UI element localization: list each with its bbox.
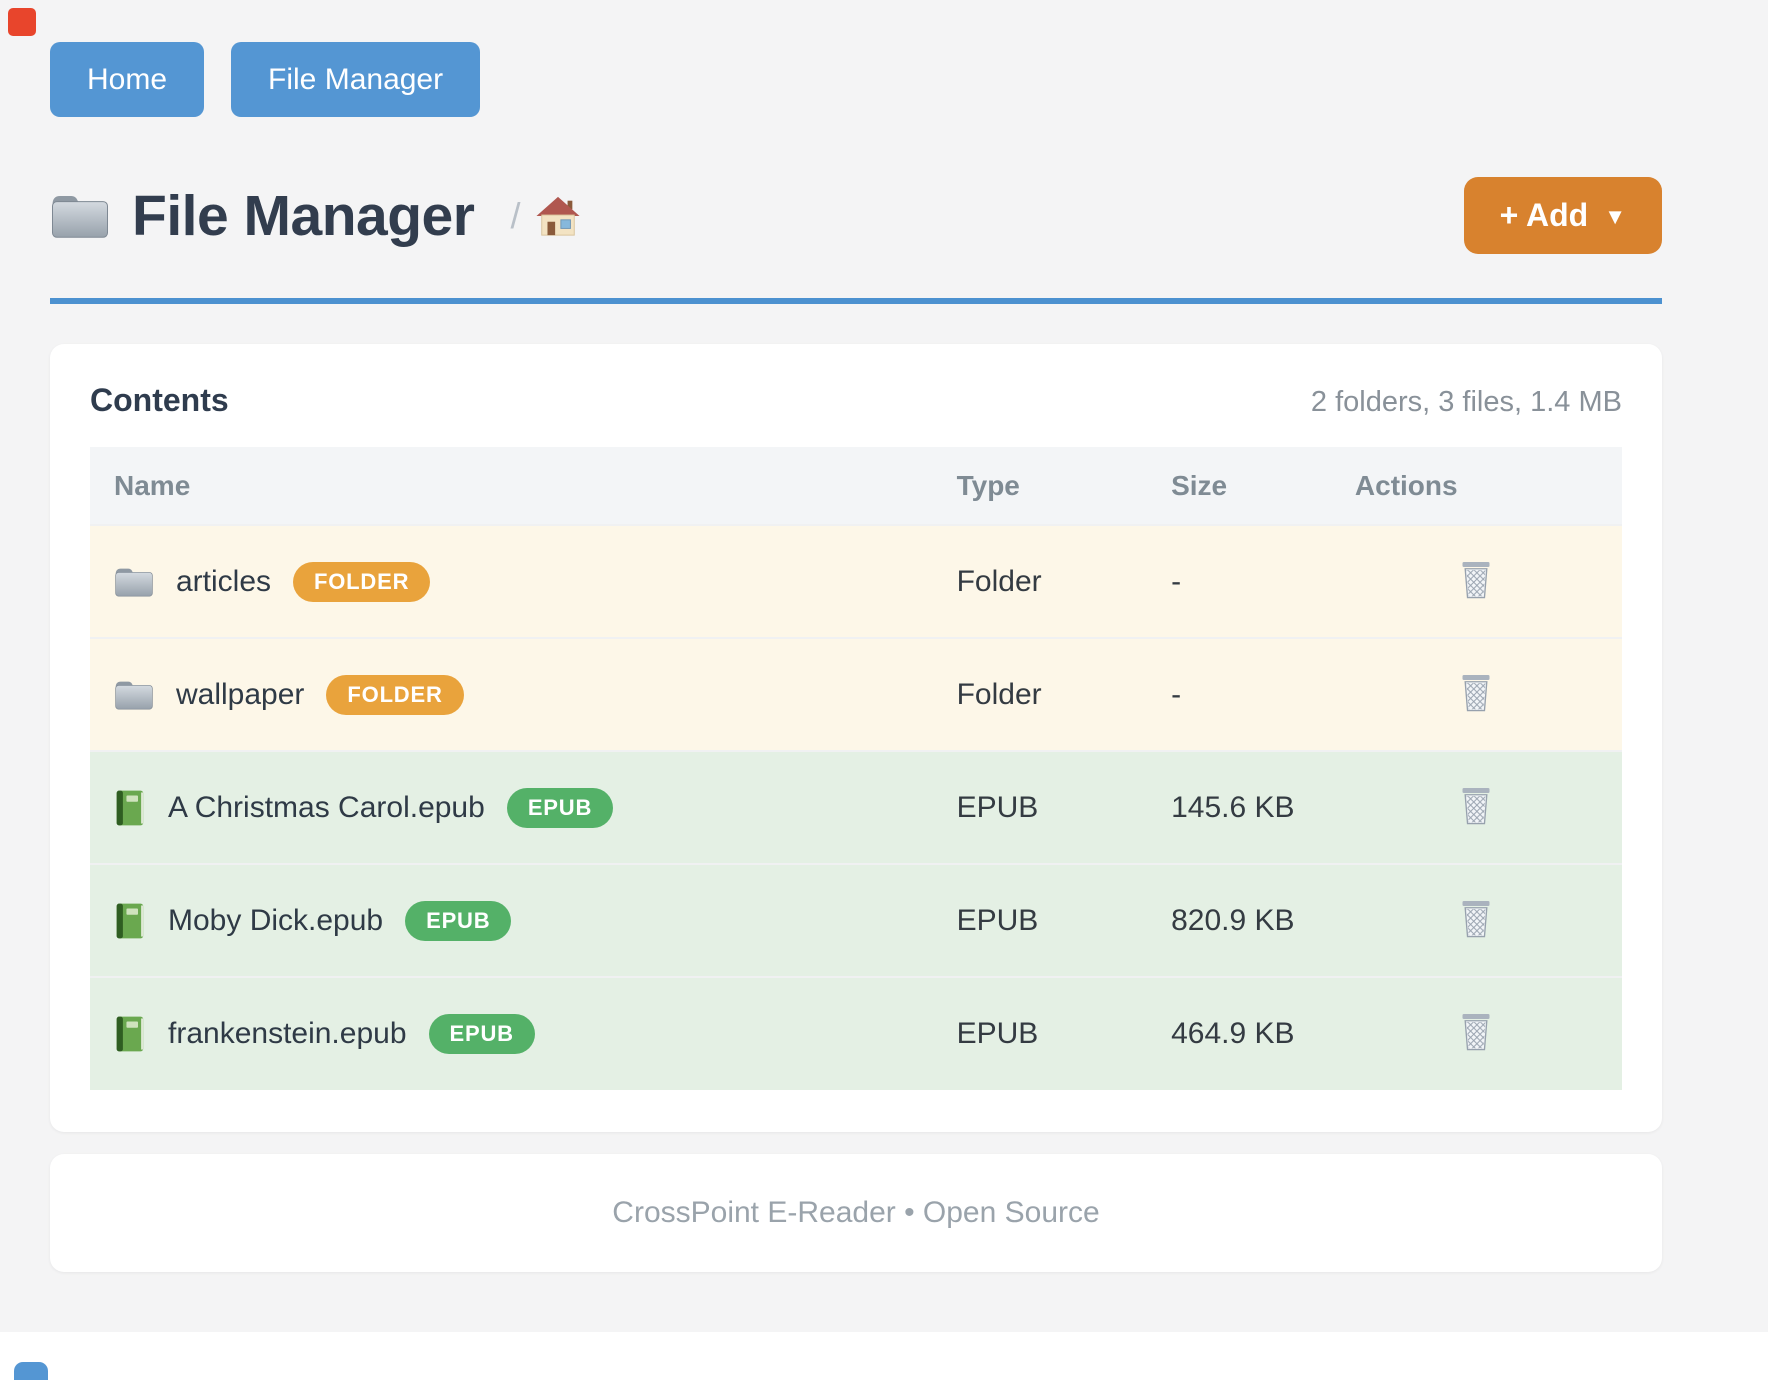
file-name: wallpaper: [176, 677, 305, 711]
nav-file-manager-button[interactable]: File Manager: [231, 42, 481, 117]
screen-corner-artifact: [8, 8, 36, 36]
add-button-label: + Add: [1499, 197, 1589, 233]
column-header-type: Type: [956, 469, 1020, 501]
file-name: Moby Dick.epub: [168, 903, 384, 937]
folder-badge: FOLDER: [326, 674, 464, 715]
epub-badge: EPUB: [506, 787, 614, 828]
delete-button[interactable]: [1454, 895, 1498, 943]
file-size: -: [1171, 677, 1182, 711]
files-table: Name Type Size Actions articles FOLDER F: [90, 447, 1622, 1090]
file-type: Folder: [956, 677, 1042, 711]
file-name: articles: [176, 564, 272, 598]
table-row[interactable]: wallpaper FOLDER Folder -: [90, 638, 1622, 751]
title-divider: [50, 298, 1662, 304]
file-size: -: [1171, 564, 1182, 598]
footer-card: CrossPoint E-Reader • Open Source: [50, 1154, 1662, 1272]
page-header: File Manager / + Add ▼: [50, 177, 1662, 254]
green-book-icon: [114, 901, 146, 941]
green-book-icon: [114, 1014, 146, 1054]
file-name: frankenstein.epub: [168, 1017, 407, 1050]
epub-badge: EPUB: [405, 900, 512, 941]
contents-card-header: Contents 2 folders, 3 files, 1.4 MB: [90, 382, 1622, 419]
table-row[interactable]: Moby Dick.epub EPUB EPUB 820.9 KB: [90, 864, 1622, 977]
column-header-name: Name: [114, 469, 191, 501]
file-type: EPUB: [956, 903, 1039, 937]
trash-icon: [1458, 1012, 1494, 1052]
folder-icon: [50, 191, 110, 241]
column-header-actions: Actions: [1354, 469, 1458, 501]
table-row[interactable]: articles FOLDER Folder -: [90, 525, 1622, 638]
folder-badge: FOLDER: [293, 561, 431, 602]
footer-text: CrossPoint E-Reader • Open Source: [612, 1196, 1100, 1229]
file-type: EPUB: [956, 790, 1039, 824]
epub-badge: EPUB: [428, 1014, 535, 1054]
trash-icon: [1458, 899, 1494, 939]
file-size: 145.6 KB: [1171, 790, 1295, 824]
contents-summary: 2 folders, 3 files, 1.4 MB: [1310, 386, 1622, 418]
trash-icon: [1458, 786, 1494, 826]
column-header-size: Size: [1171, 469, 1228, 501]
add-button[interactable]: + Add ▼: [1463, 177, 1662, 254]
trash-icon: [1458, 560, 1494, 600]
delete-button[interactable]: [1454, 1008, 1498, 1056]
file-name: A Christmas Carol.epub: [168, 790, 485, 824]
file-type: Folder: [956, 564, 1042, 598]
title-group: File Manager /: [50, 183, 580, 249]
delete-button[interactable]: [1454, 669, 1498, 717]
nav-home-button[interactable]: Home: [50, 42, 205, 117]
breadcrumb-separator: /: [510, 194, 521, 236]
green-book-icon: [114, 788, 146, 828]
file-type: EPUB: [956, 1017, 1039, 1050]
partial-button-artifact: [14, 1362, 48, 1380]
folder-icon: [114, 565, 154, 599]
contents-heading: Contents: [90, 382, 229, 418]
folder-icon: [114, 678, 154, 712]
delete-button[interactable]: [1454, 782, 1498, 830]
page-title: File Manager: [132, 183, 475, 248]
breadcrumb: /: [510, 195, 580, 237]
bottom-page-strip: [0, 1332, 1768, 1380]
trash-icon: [1458, 673, 1494, 713]
top-nav: Home File Manager: [50, 42, 1662, 117]
delete-button[interactable]: [1454, 556, 1498, 604]
table-header-row: Name Type Size Actions: [90, 447, 1622, 525]
file-size: 464.9 KB: [1171, 1017, 1295, 1050]
file-manager-page: Home File Manager File Manager /: [50, 0, 1662, 1272]
home-icon[interactable]: [536, 195, 580, 237]
chevron-down-icon: ▼: [1604, 203, 1626, 229]
table-row[interactable]: A Christmas Carol.epub EPUB EPUB 145.6 K…: [90, 751, 1622, 864]
table-row[interactable]: frankenstein.epub EPUB EPUB 464.9 KB: [90, 977, 1622, 1090]
contents-card: Contents 2 folders, 3 files, 1.4 MB Name…: [50, 344, 1662, 1132]
file-size: 820.9 KB: [1171, 903, 1295, 937]
